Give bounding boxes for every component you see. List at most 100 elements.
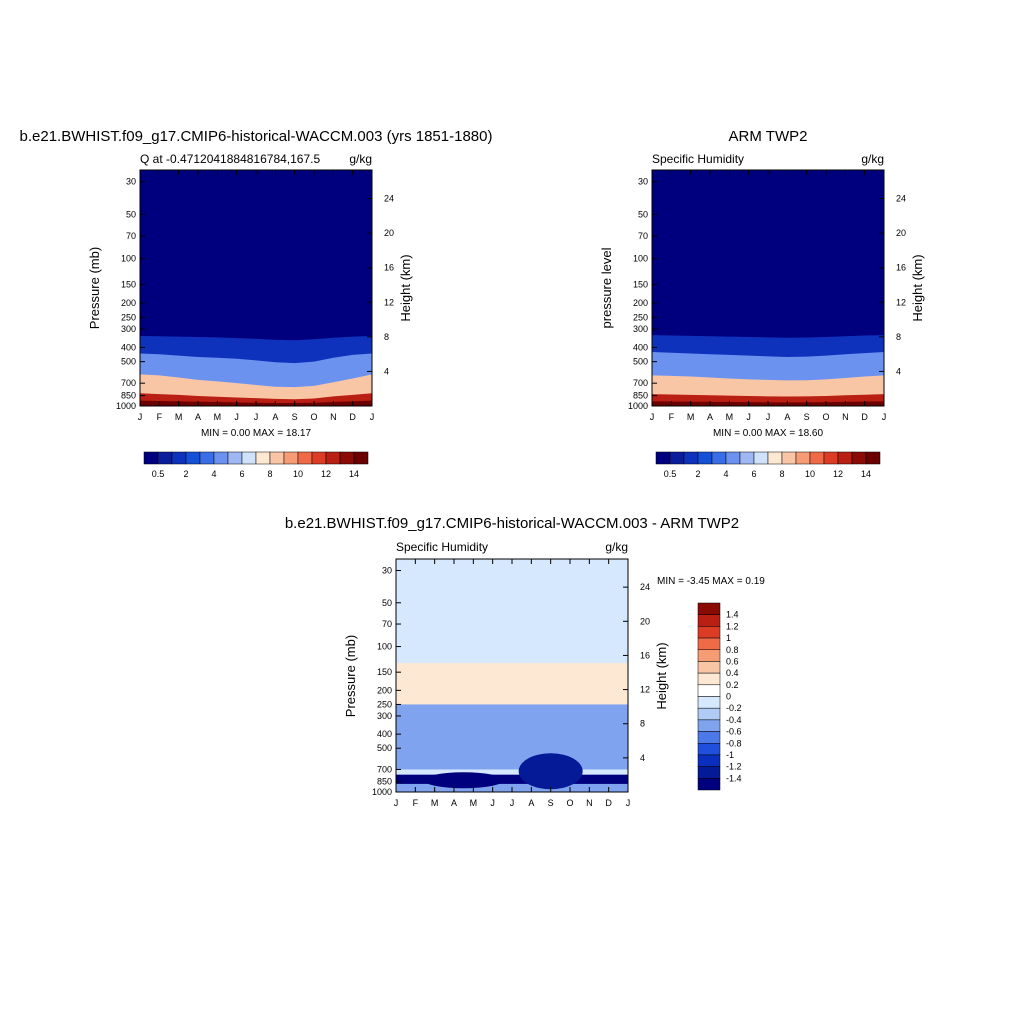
colorbar-label: 12 <box>833 469 843 479</box>
colorbar-swatch <box>353 451 369 465</box>
panel-title: ARM TWP2 <box>729 128 808 145</box>
colorbar-label: 0.4 <box>726 668 739 678</box>
colorbar-label: 0.6 <box>726 656 739 666</box>
x-tick-label: J <box>650 412 655 422</box>
colorbar-swatch <box>865 451 881 465</box>
colorbar-swatch <box>795 451 811 465</box>
y-tick-label: 500 <box>377 743 392 753</box>
x-tick-label: N <box>586 798 593 808</box>
colorbar-label: 10 <box>293 469 303 479</box>
colorbar-swatch <box>697 778 721 791</box>
colorbar-label: -0.6 <box>726 727 742 737</box>
colorbar-label: 2 <box>695 469 700 479</box>
x-tick-label: J <box>138 412 143 422</box>
colorbar-swatch <box>655 451 671 465</box>
y-tick-label: 700 <box>377 764 392 774</box>
contour-band <box>396 663 628 705</box>
x-tick-label: S <box>548 798 554 808</box>
y-tick-label: 500 <box>633 357 648 367</box>
y-tick-label: 500 <box>121 357 136 367</box>
colorbar-swatch <box>697 754 721 767</box>
y2-axis-ticks: 24 20 16 12 8 4 <box>879 194 906 376</box>
x-tick-label: A <box>451 798 457 808</box>
x-tick-label: A <box>528 798 534 808</box>
y2-tick-label: 24 <box>896 194 906 204</box>
colorbar-label: 4 <box>723 469 728 479</box>
x-tick-label: O <box>822 412 829 422</box>
x-tick-label: A <box>707 412 713 422</box>
colorbar: 0.5 2 4 6 8 10 12 14 <box>655 451 881 479</box>
colorbar-swatch <box>669 451 685 465</box>
panel-left-subtitle: Specific Humidity <box>652 152 744 166</box>
colorbar-label: 2 <box>183 469 188 479</box>
panel-model: b.e21.BWHIST.f09_g17.CMIP6-historical-WA… <box>20 128 493 479</box>
colorbar-label: -1 <box>726 750 734 760</box>
y2-tick-label: 20 <box>896 228 906 238</box>
y-tick-label: 100 <box>377 642 392 652</box>
colorbar-swatch <box>697 626 721 639</box>
y-tick-label: 150 <box>633 280 648 290</box>
panel-title: b.e21.BWHIST.f09_g17.CMIP6-historical-WA… <box>20 128 493 145</box>
colorbar-swatch <box>241 451 257 465</box>
colorbar-label: 1 <box>726 633 731 643</box>
contour-band <box>423 772 504 789</box>
y-tick-label: 1000 <box>372 787 392 797</box>
x-tick-label: F <box>413 798 419 808</box>
colorbar-label: -0.2 <box>726 703 742 713</box>
y-tick-label: 400 <box>121 342 136 352</box>
y-tick-label: 200 <box>633 298 648 308</box>
y-tick-label: 1000 <box>628 401 648 411</box>
x-tick-label: A <box>784 412 790 422</box>
colorbar-swatch <box>311 451 327 465</box>
colorbar-swatch <box>227 451 243 465</box>
y-tick-label: 250 <box>121 312 136 322</box>
contour-plot <box>396 559 628 792</box>
min-max-stats: MIN = 0.00 MAX = 18.17 <box>201 428 311 439</box>
x-tick-label: O <box>566 798 573 808</box>
colorbar-swatch <box>697 602 721 615</box>
x-tick-label: M <box>214 412 222 422</box>
colorbar-swatch <box>697 766 721 779</box>
y-tick-label: 300 <box>633 324 648 334</box>
colorbar-swatch <box>171 451 187 465</box>
colorbar-swatch <box>697 614 721 627</box>
x-tick-label: J <box>490 798 495 808</box>
colorbar-swatch <box>851 451 867 465</box>
x-tick-label: M <box>175 412 183 422</box>
x-tick-label: J <box>626 798 631 808</box>
x-tick-label: M <box>470 798 478 808</box>
y-tick-label: 150 <box>377 667 392 677</box>
min-max-stats: MIN = 0.00 MAX = 18.60 <box>713 428 823 439</box>
colorbar-swatch <box>837 451 853 465</box>
x-tick-label: F <box>157 412 163 422</box>
colorbar-label: 0.8 <box>726 645 739 655</box>
colorbar-swatch <box>697 672 721 686</box>
contour-band <box>518 753 583 790</box>
colorbar-swatch <box>697 451 713 465</box>
y-tick-label: 400 <box>633 342 648 352</box>
contour-band <box>396 704 628 770</box>
x-tick-label: O <box>310 412 317 422</box>
colorbar-label: 8 <box>779 469 784 479</box>
panel-right-subtitle: g/kg <box>605 540 628 554</box>
y-tick-label: 150 <box>121 280 136 290</box>
colorbar-swatch <box>739 451 755 465</box>
colorbar-swatch <box>199 451 215 465</box>
x-tick-label: D <box>605 798 612 808</box>
colorbar-label: -1.4 <box>726 773 742 783</box>
y2-tick-label: 16 <box>896 263 906 273</box>
panel-right-subtitle: g/kg <box>349 152 372 166</box>
colorbar-label: 1.4 <box>726 610 739 620</box>
y2-axis-label: Height (km) <box>910 254 925 321</box>
colorbar-swatch <box>683 451 699 465</box>
y-tick-label: 30 <box>638 177 648 187</box>
colorbar-swatch <box>255 451 271 465</box>
y-tick-label: 850 <box>633 391 648 401</box>
y2-tick-label: 12 <box>384 297 394 307</box>
colorbar-label: -0.8 <box>726 738 742 748</box>
y2-tick-label: 12 <box>896 297 906 307</box>
y-tick-label: 850 <box>377 777 392 787</box>
colorbar-label: -1.2 <box>726 762 742 772</box>
panel-difference: b.e21.BWHIST.f09_g17.CMIP6-historical-WA… <box>285 515 765 808</box>
contour-band <box>396 774 628 784</box>
